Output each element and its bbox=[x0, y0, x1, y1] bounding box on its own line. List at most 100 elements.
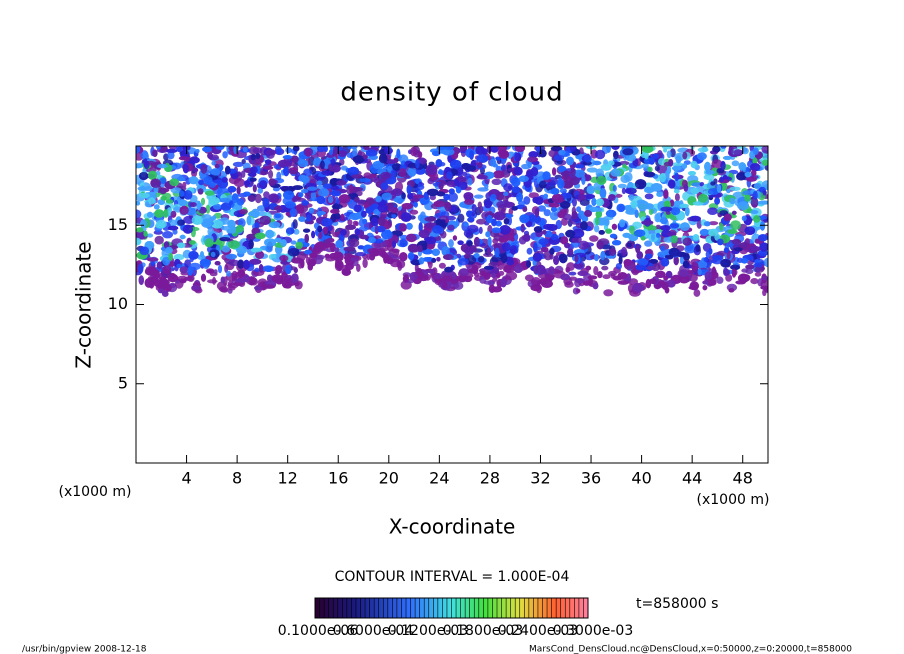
cloud-cell bbox=[292, 146, 300, 152]
cloud-cell bbox=[169, 178, 180, 187]
cloud-cell bbox=[347, 166, 360, 177]
cloud-cell bbox=[634, 229, 646, 237]
cloud-cell bbox=[248, 239, 254, 250]
cloud-cell bbox=[506, 259, 515, 266]
cloud-cell bbox=[680, 222, 690, 232]
cloud-cell bbox=[418, 229, 430, 239]
cloud-cell bbox=[143, 160, 150, 170]
cloud-cell bbox=[729, 186, 741, 191]
cloud-cell bbox=[155, 222, 166, 229]
cloud-cell bbox=[503, 191, 509, 197]
cloud-cell bbox=[163, 209, 169, 218]
cloud-cell bbox=[490, 193, 497, 202]
cloud-cell bbox=[690, 160, 698, 169]
cloud-cell bbox=[242, 274, 251, 283]
cloud-cell bbox=[343, 270, 351, 276]
cloud-cell bbox=[391, 188, 403, 197]
cloud-cell bbox=[684, 206, 690, 217]
cloud-cell bbox=[268, 169, 274, 179]
cloud-cell bbox=[548, 266, 555, 275]
cloud-cell bbox=[413, 201, 418, 208]
cloud-cell bbox=[354, 196, 360, 203]
cloud-cell bbox=[150, 266, 157, 277]
x-tick-label: 8 bbox=[232, 469, 242, 488]
cloud-cell bbox=[500, 253, 508, 264]
cloud-cell bbox=[539, 180, 547, 189]
cloud-cell bbox=[550, 233, 559, 241]
cloud-cell bbox=[500, 278, 507, 288]
cloud-cell bbox=[564, 281, 574, 288]
cloud-cell bbox=[605, 209, 617, 218]
cloud-cell bbox=[592, 160, 602, 166]
cloud-cell bbox=[435, 159, 443, 168]
cloud-cell bbox=[370, 173, 377, 179]
cloud-cell bbox=[587, 275, 598, 280]
cloud-cell bbox=[492, 277, 498, 282]
cloud-cell bbox=[391, 248, 400, 253]
cloud-cell bbox=[247, 194, 256, 202]
cloud-cell bbox=[703, 257, 708, 263]
cloud-cell bbox=[349, 212, 361, 221]
cloud-cell bbox=[416, 244, 423, 252]
cloud-cell bbox=[754, 262, 763, 269]
cloud-cell bbox=[714, 197, 720, 205]
colorbar-lines bbox=[319, 598, 584, 618]
cloud-cell bbox=[495, 273, 501, 278]
cloud-cell bbox=[740, 273, 746, 279]
cloud-cell bbox=[528, 214, 537, 222]
cloud-cell bbox=[330, 190, 342, 197]
cloud-cell bbox=[443, 254, 454, 260]
cloud-cell bbox=[753, 215, 761, 223]
cloud-cell bbox=[354, 221, 359, 227]
cloud-cell bbox=[616, 203, 626, 213]
cloud-cell bbox=[198, 179, 205, 186]
cloud-cell bbox=[673, 255, 679, 266]
cloud-cell bbox=[464, 199, 475, 205]
cloud-cell bbox=[570, 168, 576, 177]
cloud-cell bbox=[362, 218, 368, 224]
cloud-cell bbox=[557, 165, 567, 173]
cloud-cell bbox=[594, 254, 599, 262]
cloud-cell bbox=[424, 237, 433, 242]
cloud-cell bbox=[179, 190, 185, 197]
cloud-cell bbox=[625, 187, 637, 195]
cloud-cell bbox=[510, 237, 515, 242]
cloud-cell bbox=[368, 237, 376, 243]
cloud-cell bbox=[183, 215, 195, 224]
cloud-cell bbox=[406, 184, 412, 195]
cloud-cell bbox=[552, 167, 557, 176]
cloud-cell bbox=[494, 213, 501, 220]
cloud-cell bbox=[748, 245, 761, 252]
cloud-cell bbox=[352, 155, 365, 164]
cloud-cell bbox=[227, 186, 237, 193]
cloud-cell bbox=[150, 261, 155, 267]
cloud-cell bbox=[490, 286, 503, 293]
cloud-cell bbox=[668, 179, 676, 189]
colorbar-label: 0.1800e-03 bbox=[443, 623, 523, 639]
cloud-cell bbox=[731, 160, 740, 167]
cloud-cell bbox=[660, 206, 673, 212]
cloud-cell bbox=[742, 164, 747, 173]
cloud-cell bbox=[660, 225, 671, 231]
cloud-cell bbox=[317, 146, 326, 153]
cloud-cell bbox=[237, 269, 246, 279]
cloud-cell bbox=[483, 272, 491, 280]
cloud-cell bbox=[710, 181, 716, 186]
cloud-cell bbox=[356, 263, 361, 272]
cloud-cell bbox=[380, 249, 386, 258]
cloud-cell bbox=[483, 280, 496, 285]
cloud-cell bbox=[563, 170, 569, 180]
cloud-cell bbox=[445, 218, 450, 223]
contour-interval: CONTOUR INTERVAL = 1.000E-04 bbox=[335, 569, 570, 585]
cloud-cell bbox=[450, 278, 459, 284]
cloud-cell bbox=[671, 162, 684, 167]
cloud-cell bbox=[632, 221, 642, 229]
x-tick-label: 4 bbox=[181, 469, 191, 488]
cloud-cell bbox=[634, 209, 639, 218]
cloud-cell bbox=[627, 181, 634, 190]
cloud-cell bbox=[577, 194, 587, 201]
cloud-cell bbox=[591, 197, 597, 206]
cloud-cell bbox=[619, 219, 626, 228]
cloud-cell bbox=[618, 255, 623, 265]
cloud-cell bbox=[573, 169, 586, 178]
